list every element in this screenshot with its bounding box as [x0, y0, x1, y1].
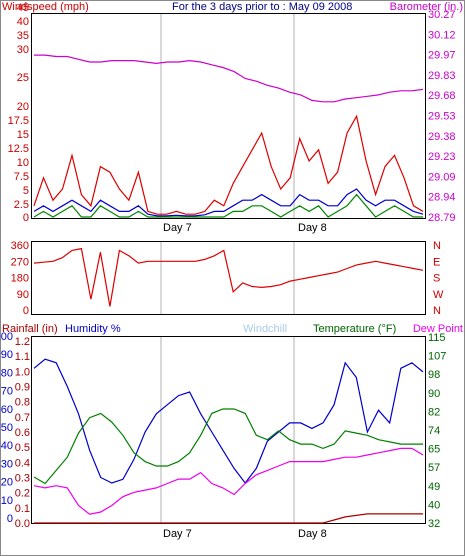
wind-tick-6: 15	[17, 129, 29, 141]
temp-tick-2: 49	[428, 481, 440, 493]
humidity-tick-2: 20	[1, 477, 13, 489]
baro-tick-0: 28.79	[428, 212, 456, 224]
temp-tick-10: 115	[428, 332, 446, 344]
wind-tick-13: 45	[17, 2, 29, 14]
rain-tick-4: 0.4	[15, 457, 30, 469]
windchill-axis-label: Windchill	[243, 323, 287, 335]
humidity-tick-8: 80	[1, 367, 13, 379]
wind-tick-12: 40	[17, 16, 29, 28]
wind-tick-3: 7.5	[14, 171, 29, 183]
climate-series-0	[33, 358, 424, 484]
dir-right-tick-4: N	[433, 240, 441, 252]
wind-axis-label: Windspeed (mph)	[2, 1, 89, 13]
rain-tick-9: 0.9	[15, 382, 30, 394]
baro-tick-3: 29.23	[428, 151, 456, 163]
wind-series-2	[33, 188, 424, 217]
dir-right-tick-1: W	[433, 289, 444, 301]
wind-tick-9: 25	[17, 72, 29, 84]
rain-tick-10: 1.0	[15, 366, 30, 378]
humidity-tick-5: 50	[1, 422, 13, 434]
dir-right-tick-2: S	[433, 273, 440, 285]
p1-x-tick-day8: Day 8	[298, 222, 327, 234]
rain-tick-8: 0.8	[15, 397, 30, 409]
rain-tick-11: 1.1	[15, 351, 30, 363]
wind-tick-5: 12.5	[8, 143, 29, 155]
humidity-tick-0: 0	[7, 513, 13, 525]
climate-series-2	[33, 447, 424, 515]
dir-left-tick-4: 360	[11, 240, 29, 252]
humidity-tick-4: 40	[1, 440, 13, 452]
dir-left-tick-3: 270	[11, 256, 29, 268]
dir-left-tick-1: 90	[17, 289, 29, 301]
temp-tick-4: 65	[428, 444, 440, 456]
climate-series-1	[33, 408, 423, 485]
temp-tick-6: 82	[428, 406, 440, 418]
humidity-tick-7: 70	[1, 386, 13, 398]
climate-series-3	[34, 513, 423, 524]
temp-tick-1: 40	[428, 499, 440, 511]
wind-frame	[31, 13, 426, 219]
humidity-tick-1: 10	[1, 495, 13, 507]
rainfall-axis-label: Rainfall (in)	[2, 323, 58, 335]
humidity-tick-9: 90	[1, 349, 13, 361]
baro-tick-2: 29.09	[428, 171, 456, 183]
wind-tick-10: 30	[17, 44, 29, 56]
direction-series	[33, 247, 424, 307]
p3-x-tick-day8: Day 8	[298, 528, 327, 540]
rain-tick-6: 0.6	[15, 427, 30, 439]
wind-series-1	[33, 114, 424, 215]
wind-tick-8: 20	[17, 101, 29, 113]
wind-tick-7: 17.5	[8, 115, 29, 127]
p1-x-tick-day7: Day 7	[163, 222, 192, 234]
chart-title: For the 3 days prior to : May 09 2008	[172, 1, 352, 13]
dir-right-tick-0: N	[433, 305, 441, 317]
baro-tick-5: 29.53	[428, 111, 456, 123]
temp-tick-5: 74	[428, 425, 440, 437]
temp-tick-0: 32	[428, 518, 440, 530]
rain-tick-12: 1.2	[15, 336, 30, 348]
wind-tick-2: 5	[23, 185, 29, 197]
humidity-axis-label: Humidity %	[65, 323, 121, 335]
baro-tick-1: 28.94	[428, 192, 456, 204]
wind-series-3	[33, 193, 423, 218]
rain-tick-5: 0.5	[15, 442, 30, 454]
wind-tick-1: 2.5	[14, 199, 29, 211]
dir-left-tick-2: 180	[11, 273, 29, 285]
wind-tick-11: 35	[17, 30, 29, 42]
rain-tick-3: 0.3	[15, 473, 30, 485]
dir-right-tick-3: E	[433, 256, 440, 268]
temp-tick-3: 57	[428, 462, 440, 474]
wind-tick-0: 0	[23, 212, 29, 224]
humidity-tick-3: 30	[1, 458, 13, 470]
dewpoint-axis-label: Dew Point	[413, 323, 463, 335]
baro-tick-10: 30.27	[428, 9, 456, 21]
direction-frame	[31, 241, 426, 315]
barometer-series	[34, 54, 424, 103]
rain-tick-2: 0.2	[15, 488, 30, 500]
wind-tick-4: 10	[17, 157, 29, 169]
temperature-axis-label: Temperature (°F)	[313, 323, 396, 335]
temp-tick-7: 90	[428, 388, 440, 400]
barometer-axis-label: Barometer (in.)	[390, 1, 463, 13]
baro-tick-8: 29.97	[428, 50, 456, 62]
rain-tick-7: 0.7	[15, 412, 30, 424]
p3-x-tick-day7: Day 7	[163, 528, 192, 540]
baro-tick-9: 30.12	[428, 29, 456, 41]
temp-tick-8: 98	[428, 369, 440, 381]
humidity-tick-6: 60	[1, 404, 13, 416]
humidity-tick-10: 100	[0, 331, 13, 343]
climate-frame	[31, 336, 426, 524]
temp-tick-9: 107	[428, 351, 446, 363]
dir-left-tick-0: 0	[23, 305, 29, 317]
rain-tick-0: 0.0	[15, 518, 30, 530]
baro-tick-4: 29.38	[428, 131, 456, 143]
chart-layers: 02.557.51012.51517.520253035404528.7928.…	[0, 2, 456, 530]
rain-tick-1: 0.1	[15, 503, 30, 515]
baro-tick-6: 29.68	[428, 90, 456, 102]
baro-tick-7: 29.83	[428, 70, 456, 82]
